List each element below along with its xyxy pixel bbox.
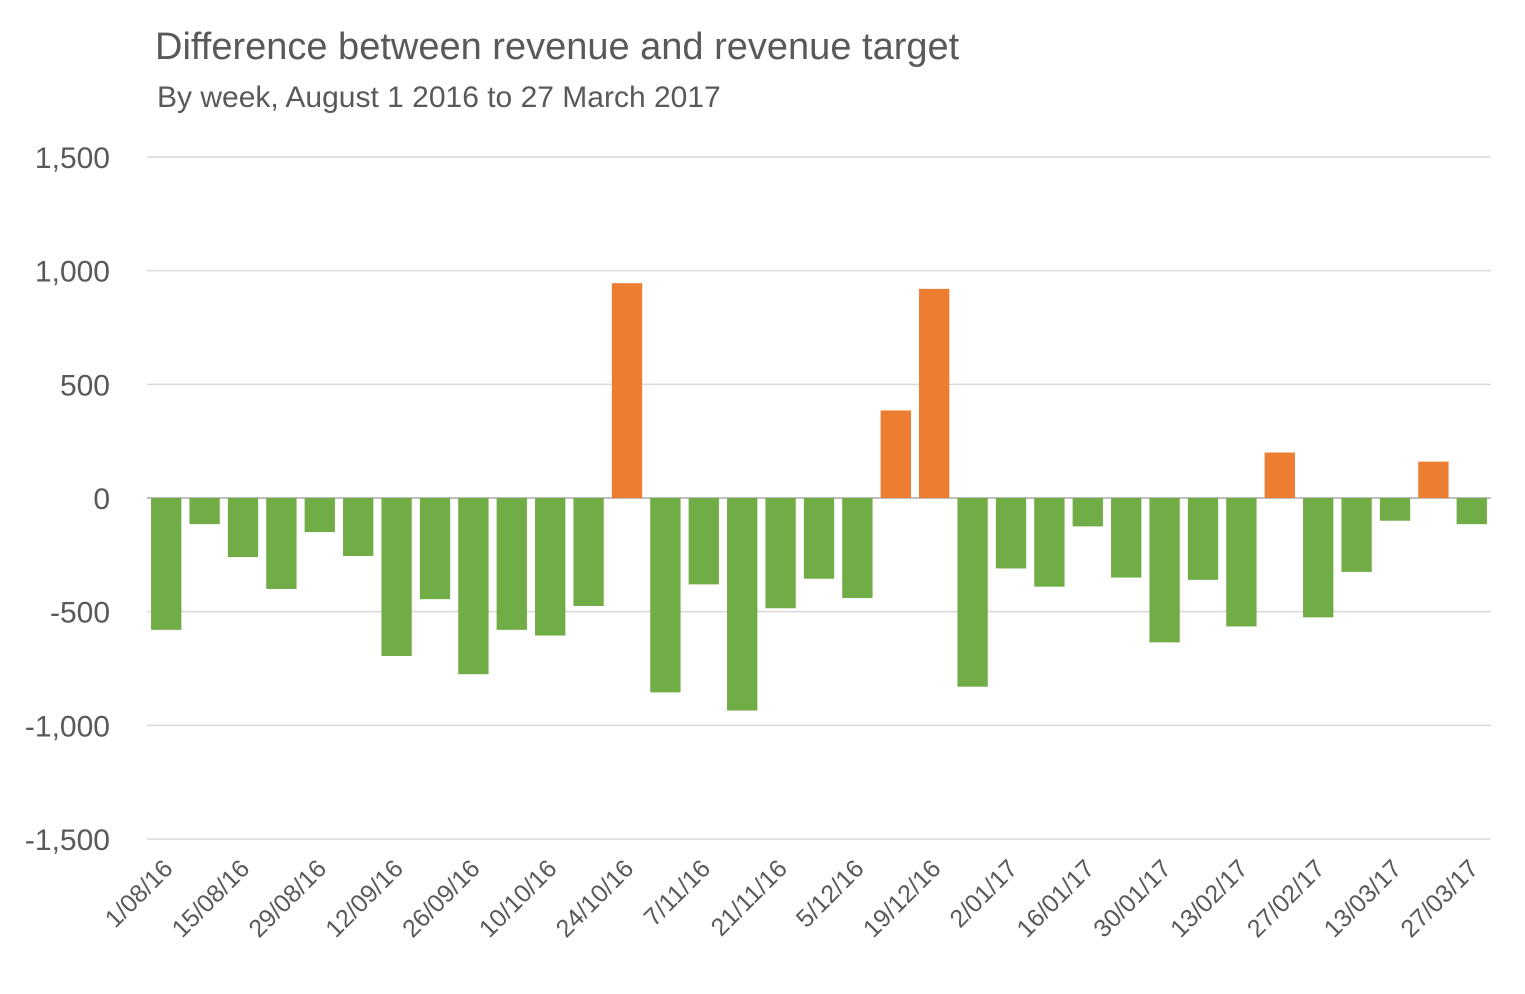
bar-19-09-16 <box>419 498 451 600</box>
bar-13-03-17 <box>1379 498 1411 521</box>
y-tick-label: 1,000 <box>35 256 110 289</box>
x-tick-label: 10/10/16 <box>474 854 563 943</box>
chart-title: Difference between revenue and revenue t… <box>155 26 960 68</box>
bar-19-12-16 <box>919 288 950 498</box>
bar-6-03-17 <box>1341 498 1372 572</box>
x-axis-ticks: 1/08/1615/08/1629/08/1612/09/1626/09/161… <box>100 854 1484 943</box>
y-tick-label: -1,000 <box>25 710 110 743</box>
x-tick-label: 1/08/16 <box>100 854 179 933</box>
x-tick-label: 27/02/17 <box>1242 854 1331 943</box>
bar-8-08-16 <box>189 498 220 525</box>
x-tick-label: 27/03/17 <box>1395 854 1484 943</box>
x-tick-label: 21/11/16 <box>706 854 793 941</box>
y-tick-label: 0 <box>93 483 110 516</box>
bar-10-10-16 <box>535 498 566 636</box>
bar-14-11-16 <box>727 498 758 711</box>
bar-24-10-16 <box>611 283 643 498</box>
x-tick-label: 16/01/17 <box>1011 854 1100 943</box>
x-tick-label: 15/08/16 <box>167 854 256 943</box>
bar-17-10-16 <box>573 498 604 606</box>
x-tick-label: 26/09/16 <box>397 854 486 943</box>
y-tick-label: 500 <box>60 369 110 402</box>
x-tick-label: 7/11/16 <box>639 854 716 931</box>
bar-5-12-16 <box>842 498 873 599</box>
bar-16-01-17 <box>1072 498 1103 527</box>
bar-7-11-16 <box>688 498 719 585</box>
x-tick-label: 24/10/16 <box>551 854 640 943</box>
x-tick-label: 13/02/17 <box>1165 854 1254 943</box>
x-tick-label: 13/03/17 <box>1319 854 1408 943</box>
y-tick-label: 1,500 <box>35 142 110 175</box>
bar-23-01-17 <box>1111 498 1142 578</box>
chart-subtitle: By week, August 1 2016 to 27 March 2017 <box>157 81 721 114</box>
bar-13-02-17 <box>1226 498 1257 627</box>
bar-27-03-17 <box>1456 498 1487 525</box>
x-tick-label: 5/12/16 <box>791 854 870 933</box>
y-tick-label: -1,500 <box>25 824 110 857</box>
bar-26-09-16 <box>458 498 489 675</box>
x-tick-label: 29/08/16 <box>243 854 332 943</box>
bar-9-01-17 <box>1034 498 1065 587</box>
bars <box>151 283 1487 711</box>
bar-31-10-16 <box>650 498 681 693</box>
y-tick-label: -500 <box>50 597 110 630</box>
bar-30-01-17 <box>1149 498 1180 643</box>
y-axis-ticks: 1,500 1,000 500 0 -500 -1,000 -1,500 <box>25 142 110 857</box>
bar-15-08-16 <box>227 498 259 558</box>
bar-26-12-16 <box>957 498 988 687</box>
x-tick-label: 30/01/17 <box>1088 854 1177 943</box>
x-tick-label: 12/09/16 <box>320 854 409 943</box>
bar-5-09-16 <box>343 498 374 556</box>
x-tick-label: 19/12/16 <box>858 854 947 943</box>
bar-12-12-16 <box>880 410 911 498</box>
bar-29-08-16 <box>304 498 335 533</box>
bar-2-01-17 <box>995 498 1027 569</box>
bar-20-02-17 <box>1264 452 1295 498</box>
bar-12-09-16 <box>381 498 412 656</box>
bar-22-08-16 <box>266 498 297 589</box>
bar-20-03-17 <box>1418 461 1449 498</box>
bar-27-02-17 <box>1303 498 1334 618</box>
bar-21-11-16 <box>765 498 796 609</box>
bar-3-10-16 <box>496 498 527 630</box>
x-tick-label: 2/01/17 <box>944 854 1023 933</box>
bar-6-02-17 <box>1187 498 1219 580</box>
bar-1-08-16 <box>151 498 182 630</box>
bar-28-11-16 <box>803 498 835 579</box>
